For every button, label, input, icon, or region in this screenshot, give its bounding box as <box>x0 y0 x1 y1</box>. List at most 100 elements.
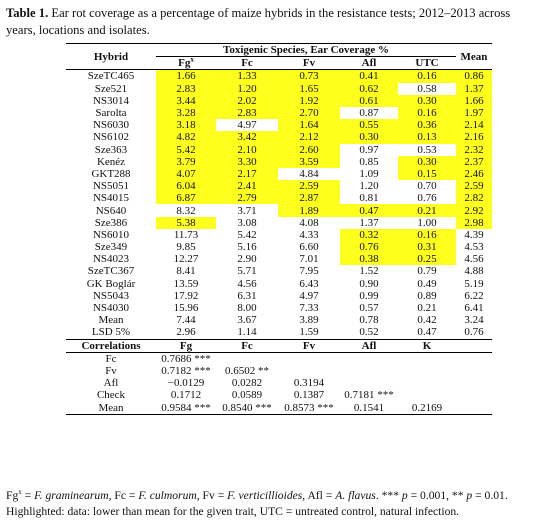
cell-afl: 0.87 <box>359 107 379 120</box>
cell-utc: 0.42 <box>417 314 437 327</box>
cell-afl: 0.47 <box>340 204 398 217</box>
cell-mean: 2.16 <box>456 131 492 144</box>
cell-utc: 0.15 <box>398 167 456 181</box>
cell-fg: 4.82 <box>156 131 216 144</box>
table-row: NS640 8.32 3.71 1.89 0.47 0.21 2.92 <box>66 204 492 217</box>
table-row: NS4023 12.27 2.90 7.01 0.38 0.25 4.56 <box>66 253 492 266</box>
cell-fg: 5.42 <box>156 143 216 156</box>
corr-cell: 0.2169 <box>398 401 456 415</box>
corr-col-k: K <box>398 338 456 353</box>
corr-cell <box>278 352 340 365</box>
table-row: NS6102 4.82 3.42 2.12 0.30 0.13 2.16 <box>66 131 492 144</box>
cell-utc: 0.31 <box>398 241 456 254</box>
table-row: LSD 5% 2.96 1.14 1.59 0.52 0.47 0.76 <box>66 326 492 340</box>
row-label: LSD 5% <box>66 326 156 340</box>
row-label: NS5051 <box>92 180 130 193</box>
cell-mean: 1.66 <box>456 94 492 107</box>
cell-fv: 7.01 <box>299 253 319 266</box>
cell-fv: 2.70 <box>278 106 340 120</box>
table-row: NS3014 3.44 2.02 1.92 0.61 0.30 1.66 <box>66 94 492 107</box>
corr-cell: 0.3194 <box>293 377 325 390</box>
cell-fc: 1.33 <box>216 69 278 83</box>
correlation-row: Mean 0.9584 *** 0.8540 *** 0.8573 *** 0.1541… <box>66 401 492 415</box>
cell-fg: 3.18 <box>156 119 216 132</box>
cell-fc: 2.83 <box>216 106 278 120</box>
cell-fv: 1.92 <box>278 94 340 107</box>
cell-fg: 8.41 <box>176 265 196 278</box>
cell-utc: 0.21 <box>417 302 437 315</box>
cell-mean: 0.76 <box>456 326 492 340</box>
cell-afl: 1.37 <box>359 216 379 229</box>
table-row: NS4015 6.87 2.79 2.87 0.81 0.76 2.82 <box>66 192 492 205</box>
cell-fv: 2.59 <box>278 180 340 193</box>
cell-mean: 4.88 <box>464 265 484 278</box>
corr-cell <box>398 352 456 365</box>
correlation-row: Afl −0.0129 0.0282 0.3194 <box>66 377 492 389</box>
table-row: NS5051 6.04 2.41 2.59 1.20 0.70 2.59 <box>66 180 492 193</box>
cell-fv: 0.73 <box>278 69 340 83</box>
cell-utc: 0.16 <box>398 228 456 241</box>
cell-mean: 6.41 <box>464 302 484 315</box>
cell-afl: 1.09 <box>359 167 379 180</box>
cell-mean: 2.32 <box>456 143 492 156</box>
corr-cell: 0.1541 <box>340 401 398 415</box>
table-row: NS6010 11.73 5.42 4.33 0.32 0.16 4.39 <box>66 228 492 241</box>
cell-fc: 2.02 <box>216 94 278 107</box>
correlations-label: Correlations <box>66 338 156 353</box>
cell-fc: 3.42 <box>216 131 278 144</box>
corr-cell: −0.0129 <box>167 377 205 390</box>
cell-utc: 0.13 <box>398 131 456 144</box>
cell-fc: 5.71 <box>237 265 257 278</box>
cell-utc: 0.36 <box>398 119 456 132</box>
row-label: Mean <box>98 314 124 327</box>
cell-mean: 4.56 <box>464 253 484 266</box>
cell-fc: 3.30 <box>216 155 278 168</box>
row-label: SzeTC465 <box>87 70 135 83</box>
corr-cell <box>398 389 456 401</box>
col-header-fv: Fv <box>278 56 340 71</box>
cell-fv: 2.60 <box>278 143 340 156</box>
cell-afl: 1.20 <box>359 180 379 193</box>
cell-fg: 4.07 <box>156 167 216 181</box>
cell-afl: 1.52 <box>359 265 379 278</box>
cell-mean: 0.86 <box>456 69 492 83</box>
col-header-afl: Afl <box>340 56 398 71</box>
cell-mean: 2.37 <box>456 155 492 168</box>
cell-fv: 4.08 <box>299 216 319 229</box>
corr-cell: 0.7181 *** <box>344 389 394 402</box>
correlation-section: Correlations Fg Fc Fv Afl K Fc 0.7686 ***… <box>66 338 492 415</box>
cell-mean: 2.14 <box>456 119 492 132</box>
cell-utc: 0.30 <box>398 155 456 168</box>
cell-utc: 0.25 <box>398 253 456 266</box>
table-row: GK Boglár 13.59 4.56 6.43 0.90 0.49 5.19 <box>66 278 492 290</box>
corr-row-label: Afl <box>103 377 119 390</box>
caption-text: Ear rot coverage as a percentage of maiz… <box>6 6 511 37</box>
col-header-fc: Fc <box>216 56 278 71</box>
corr-cell <box>340 352 398 365</box>
cell-utc: 0.16 <box>398 106 456 120</box>
table-row: Kenéz 3.79 3.30 3.59 0.85 0.30 2.37 <box>66 155 492 168</box>
hybrid-header: Hybrid <box>66 42 156 71</box>
row-label: NS640 <box>95 204 127 217</box>
corr-col-fc: Fc <box>216 338 278 353</box>
corr-row-label: Mean <box>66 401 156 415</box>
cell-fv: 6.43 <box>299 277 319 290</box>
cell-fc: 2.17 <box>216 167 278 181</box>
table-row: GKT288 4.07 2.17 4.84 1.09 0.15 2.46 <box>66 167 492 181</box>
cell-fc: 4.97 <box>237 119 257 132</box>
table-row: Sze386 5.38 3.08 4.08 1.37 1.00 2.98 <box>66 216 492 229</box>
cell-afl: 0.32 <box>340 228 398 241</box>
row-label: NS6102 <box>92 131 130 144</box>
cell-fg: 2.96 <box>156 326 216 340</box>
cell-fc: 2.79 <box>216 192 278 205</box>
cell-mean: 1.37 <box>456 82 492 95</box>
corr-cell: 0.1712 <box>170 389 202 402</box>
row-label: Sze386 <box>94 216 128 229</box>
cell-mean: 2.46 <box>456 167 492 181</box>
cell-utc: 0.70 <box>417 180 437 193</box>
correlation-row: Fc 0.7686 *** <box>66 352 492 365</box>
table-row: SzeTC465 1.66 1.33 0.73 0.41 0.16 0.86 <box>66 69 492 83</box>
cell-fg: 15.96 <box>173 302 199 315</box>
cell-afl: 0.41 <box>340 69 398 83</box>
row-label: GK Boglár <box>86 277 136 290</box>
